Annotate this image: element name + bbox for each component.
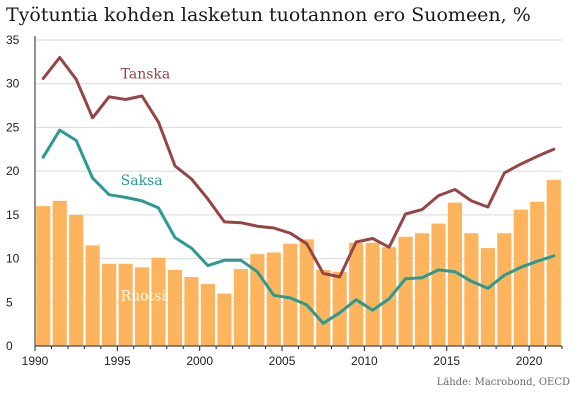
bar-series — [36, 179, 561, 346]
chart-title: Työtuntia kohden lasketun tuotannon ero … — [6, 4, 531, 26]
bar-ruotsi-2013 — [414, 233, 430, 346]
bar-ruotsi-2012 — [398, 236, 413, 346]
bar-ruotsi-1994 — [102, 263, 117, 346]
bar-ruotsi-1996 — [134, 267, 150, 346]
y-tick-label: 5 — [6, 295, 13, 309]
x-tick-label: 2000 — [186, 354, 213, 368]
y-tick-label: 25 — [6, 120, 20, 134]
source-note: Lähde: Macrobond, OECD — [436, 377, 570, 388]
bar-ruotsi-1998 — [167, 269, 183, 346]
y-tick-label: 0 — [6, 339, 13, 353]
bar-ruotsi-2006 — [299, 239, 314, 346]
x-tick-label: 2015 — [433, 354, 460, 368]
y-tick-label: 35 — [6, 33, 20, 47]
y-tick-label: 20 — [6, 164, 20, 178]
x-tick-label: 2020 — [516, 354, 543, 368]
x-tick-label: 2005 — [269, 354, 296, 368]
bar-ruotsi-2008 — [332, 271, 347, 346]
bar-ruotsi-1993 — [85, 245, 100, 346]
series-label-saksa: Saksa — [121, 173, 163, 189]
bar-ruotsi-2007 — [316, 269, 331, 346]
bar-ruotsi-2020 — [530, 201, 545, 346]
bar-ruotsi-2002 — [233, 269, 248, 346]
series-label-ruotsi: Ruotsi — [121, 289, 167, 305]
bar-ruotsi-1991 — [52, 200, 67, 346]
line-saksa — [41, 128, 556, 325]
bar-ruotsi-2004 — [266, 252, 281, 346]
x-tick-label: 1990 — [22, 354, 49, 368]
bar-ruotsi-2016 — [464, 233, 479, 346]
bar-ruotsi-2010 — [365, 242, 380, 346]
bar-ruotsi-2000 — [200, 283, 216, 346]
y-tick-label: 30 — [6, 77, 20, 91]
bar-ruotsi-1992 — [69, 214, 84, 346]
bar-ruotsi-2021 — [546, 179, 561, 346]
axes: 0 5 10 15 20 25 30 35 1990 1995 2000 2005 2010 2015 20… — [6, 33, 563, 368]
line-tanska — [41, 56, 556, 279]
y-tick-label: 15 — [6, 208, 20, 222]
line-series — [41, 56, 556, 325]
x-tick-label: 1995 — [104, 354, 131, 368]
x-tick-label: 2010 — [351, 354, 378, 368]
bar-ruotsi-1999 — [184, 276, 199, 346]
bar-ruotsi-2001 — [217, 293, 232, 346]
bar-ruotsi-2019 — [513, 209, 528, 346]
bar-ruotsi-1990 — [36, 206, 51, 346]
bar-ruotsi-2018 — [497, 233, 512, 346]
series-label-tanska: Tanska — [121, 66, 171, 82]
bar-ruotsi-2014 — [431, 223, 446, 346]
bar-ruotsi-2015 — [447, 202, 463, 346]
bar-ruotsi-1995 — [118, 263, 133, 346]
y-tick-label: 10 — [6, 252, 20, 266]
bar-ruotsi-2005 — [283, 243, 298, 346]
bar-ruotsi-2009 — [349, 242, 364, 346]
bar-ruotsi-1997 — [151, 257, 166, 346]
series-labels: Tanska Saksa Ruotsi — [121, 66, 171, 304]
bar-ruotsi-2017 — [480, 248, 495, 346]
